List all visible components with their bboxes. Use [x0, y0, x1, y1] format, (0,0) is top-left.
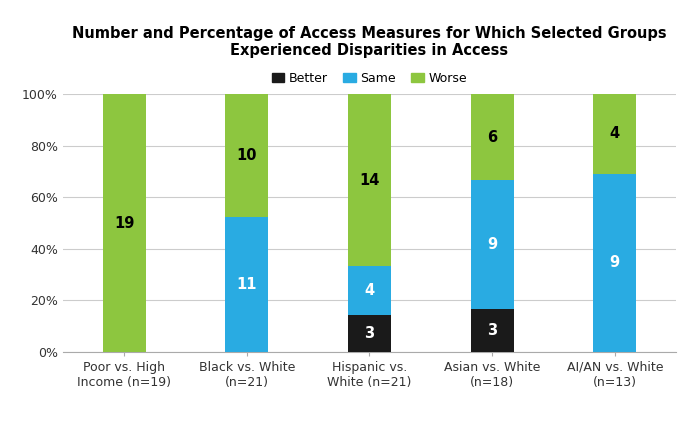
Text: 3: 3 [365, 326, 374, 341]
Text: 4: 4 [610, 127, 620, 142]
Legend: Better, Same, Worse: Better, Same, Worse [266, 67, 473, 90]
Text: 14: 14 [359, 173, 380, 187]
Bar [470, 309, 514, 352]
Bar [225, 217, 268, 352]
Bar [470, 180, 514, 309]
Bar [348, 94, 391, 266]
Text: 3: 3 [487, 323, 497, 338]
Bar [593, 94, 636, 174]
Bar [102, 94, 146, 352]
Text: 11: 11 [236, 277, 257, 292]
Text: 6: 6 [487, 130, 497, 145]
Bar [470, 94, 514, 180]
Text: 9: 9 [487, 237, 497, 252]
Bar [348, 315, 391, 352]
Title: Number and Percentage of Access Measures for Which Selected Groups
Experienced D: Number and Percentage of Access Measures… [72, 26, 667, 58]
Bar [593, 174, 636, 352]
Text: 10: 10 [236, 148, 257, 163]
Bar [348, 266, 391, 315]
Text: 19: 19 [114, 216, 135, 230]
Text: 9: 9 [610, 255, 620, 270]
Text: 4: 4 [365, 283, 374, 298]
Bar [225, 94, 268, 217]
